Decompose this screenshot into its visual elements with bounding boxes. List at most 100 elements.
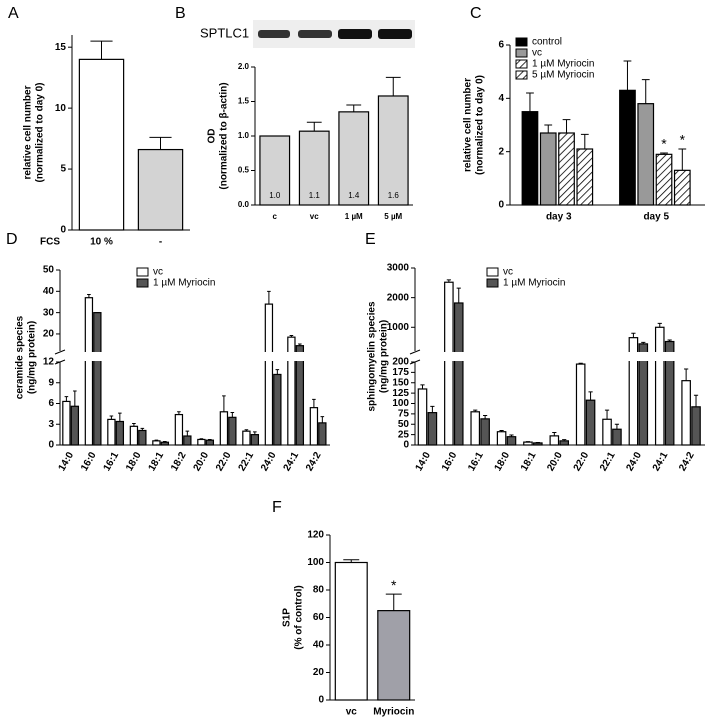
x-tick-label: 22:0 (572, 450, 592, 473)
y-axis-label: ceramide species (15, 315, 26, 399)
bar (378, 96, 408, 205)
y-axis-label: relative cell number (463, 78, 474, 172)
bar (94, 313, 101, 445)
y-tick-label: 15 (55, 42, 67, 53)
x-tick-label: 18:0 (124, 450, 144, 473)
x-tick-label: 24:0 (259, 450, 279, 473)
y-tick-label: 20 (43, 329, 55, 340)
y-tick-label: 60 (313, 612, 325, 623)
x-tick-label: 14:0 (57, 450, 77, 473)
y-tick-label: 2000 (387, 292, 410, 303)
y-axis-label: (normalized to day 0) (475, 75, 486, 175)
bar (682, 381, 690, 445)
bar (576, 364, 584, 445)
y-tick-label: 5 (60, 164, 66, 175)
y-tick-label: 3000 (387, 263, 410, 274)
x-tick-label: 22:1 (598, 450, 618, 473)
bar (656, 154, 672, 205)
significance-mark: * (391, 577, 397, 593)
bar (175, 415, 182, 445)
y-axis-label: sphingomyelin species (367, 301, 378, 411)
significance-mark: * (680, 132, 686, 148)
y-tick-label: 1.0 (238, 131, 250, 140)
legend-label: 1 µM Myriocin (532, 59, 594, 70)
x-tick-label: vc (310, 212, 319, 221)
x-tick-label: 22:1 (237, 450, 257, 473)
error-bar (526, 93, 534, 112)
error-bar (231, 412, 235, 417)
bar (471, 412, 479, 445)
bar (153, 441, 160, 445)
y-axis-label: (ng/mg protein) (27, 321, 38, 394)
y-tick-label: 0 (318, 695, 324, 706)
x-tick-label: 5 µM (384, 212, 402, 221)
y-tick-label: 75 (398, 409, 410, 420)
bar (79, 59, 123, 230)
y-axis-label: S1P (282, 608, 293, 627)
legend-label: 5 µM Myriocin (532, 70, 594, 81)
y-tick-label: 50 (398, 419, 410, 430)
bar (71, 406, 78, 445)
x-tick-label: 20:0 (192, 450, 212, 473)
western-blot (253, 20, 415, 48)
error-bar (222, 396, 226, 412)
x-tick-label: 22:0 (214, 450, 234, 473)
y-tick-label: 6 (48, 398, 54, 409)
y-axis-label: (ng/mg protein) (379, 320, 390, 393)
y-tick-label: 150 (392, 377, 409, 388)
x-tick-label: c (273, 212, 278, 221)
y-tick-label: 0.0 (238, 200, 250, 209)
error-bar (276, 370, 280, 375)
y-tick-label: 0 (403, 440, 409, 451)
legend-label: control (532, 37, 562, 48)
bar (497, 432, 505, 445)
x-tick-label: 24:1 (651, 450, 671, 473)
bar (108, 419, 115, 445)
y-tick-label: 6 (498, 40, 504, 51)
bar (675, 170, 691, 205)
bar (206, 440, 213, 445)
y-axis-label: (normalized to day 0) (35, 82, 46, 182)
x-tick-label: - (159, 237, 162, 248)
error-bar (624, 61, 632, 90)
y-tick-label: 25 (398, 429, 410, 440)
legend-swatch (516, 38, 527, 46)
bar (138, 150, 182, 230)
y-tick-label: 120 (307, 530, 324, 541)
error-bar (581, 134, 589, 149)
bar (656, 327, 664, 445)
y-axis-label: (normalized to β-actin) (219, 82, 230, 189)
bar (560, 441, 568, 445)
bar (251, 435, 258, 445)
x-tick-label: 16:0 (440, 450, 460, 473)
bar (540, 133, 556, 205)
y-tick-label: 80 (313, 585, 325, 596)
y-tick-label: 100 (307, 557, 324, 568)
x-tick-label: 10 % (90, 237, 113, 248)
value-label: 1.0 (269, 191, 281, 200)
panel-letter: B (175, 5, 186, 22)
x-tick-label: Myriocin (373, 707, 414, 717)
bar (274, 374, 281, 445)
x-tick-label: 18:2 (169, 450, 189, 473)
legend-label: 1 µM Myriocin (153, 278, 215, 289)
error-bar (563, 120, 571, 133)
error-bar (430, 406, 434, 412)
x-tick-label: 1 µM (345, 212, 363, 221)
bar (522, 112, 538, 205)
legend-label: vc (503, 267, 513, 278)
legend-swatch (516, 60, 527, 68)
error-bar (321, 417, 325, 423)
y-axis-label: (% of control) (294, 585, 305, 649)
x-tick-label: 16:0 (79, 450, 99, 473)
y-tick-label: 50 (43, 265, 55, 276)
error-bar (386, 77, 401, 96)
bar (418, 389, 426, 445)
legend-swatch (137, 279, 148, 287)
bar (455, 303, 463, 445)
error-bar (267, 291, 271, 304)
y-tick-label: 0 (48, 440, 54, 451)
y-tick-label: 9 (48, 377, 54, 388)
x-tick-label: 20:0 (545, 450, 565, 473)
